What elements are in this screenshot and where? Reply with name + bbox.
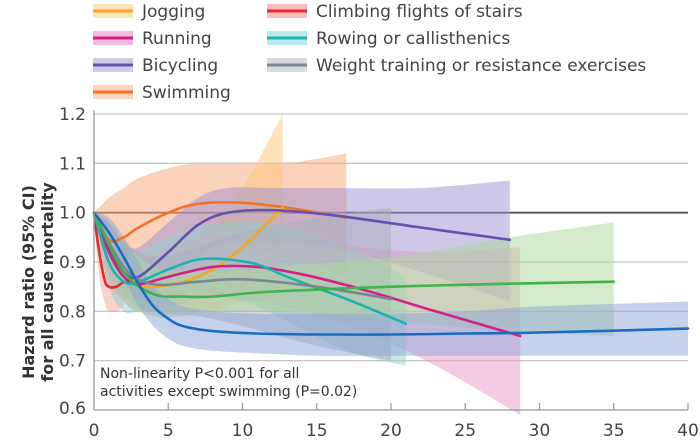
y-tick-label: 1.1 (59, 154, 86, 174)
ci-band (94, 212, 688, 356)
legend-label: Running (142, 29, 212, 49)
x-tick-label: 20 (380, 421, 402, 441)
legend-label: Swimming (142, 83, 231, 103)
y-tick-label: 0.9 (59, 253, 86, 273)
x-tick-label: 30 (529, 421, 551, 441)
x-tick-label: 5 (163, 421, 174, 441)
x-tick-label: 25 (454, 421, 476, 441)
confidence-bands (94, 114, 688, 415)
x-tick-label: 40 (677, 421, 699, 441)
series-line (92, 211, 690, 336)
series-line (92, 211, 522, 338)
series-line (92, 211, 616, 299)
legend-label: Jogging (141, 2, 205, 22)
series-line (92, 211, 393, 301)
y-tick-label: 0.7 (59, 352, 86, 372)
annotation-line-2: activities except swimming (P=0.02) (100, 384, 357, 400)
legend-item: Climbing flights of stairs (267, 2, 523, 22)
legend-item: Jogging (93, 2, 205, 22)
y-axis-label-line-2: for all cause mortality (38, 182, 57, 382)
annotation-line-1: Non-linearity P<0.001 for all (100, 366, 299, 382)
y-tick-label: 1.0 (59, 204, 86, 224)
legend-item: Bicycling (93, 56, 218, 76)
x-tick-label: 35 (603, 421, 625, 441)
y-tick-label: 1.2 (59, 105, 86, 125)
legend-label: Bicycling (142, 56, 218, 76)
x-tick-label: 15 (306, 421, 328, 441)
legend-label: Rowing or callisthenics (316, 29, 510, 49)
legend-item: Rowing or callisthenics (267, 29, 510, 49)
legend-label: Weight training or resistance exercises (316, 56, 646, 76)
y-tick-label: 0.8 (59, 302, 86, 322)
series-line (92, 211, 125, 289)
legend-label: Climbing flights of stairs (316, 2, 523, 22)
y-axis-label-line-1: Hazard ratio (95% CI) (19, 185, 38, 379)
axes: 0 5 10 15 20 25 30 35 40 0.6 0.7 0.8 0.9 1.0 1.1 1.2 (59, 105, 699, 441)
x-tick-label: 0 (89, 421, 100, 441)
series-lines (92, 201, 690, 338)
y-axis-label: Hazard ratio (95% CI) for all cause mort… (19, 182, 57, 382)
y-tick-label: 0.6 (59, 399, 86, 419)
legend-item: Running (93, 29, 212, 49)
x-tick-label: 10 (232, 421, 254, 441)
ci-band (94, 212, 614, 336)
legend: Jogging Running Bicycling Swimming Climbing … (93, 2, 646, 103)
legend-item: Weight training or resistance exercises (267, 56, 646, 76)
annotation: Non-linearity P<0.001 for all activities… (100, 366, 357, 400)
legend-item: Swimming (93, 83, 231, 103)
